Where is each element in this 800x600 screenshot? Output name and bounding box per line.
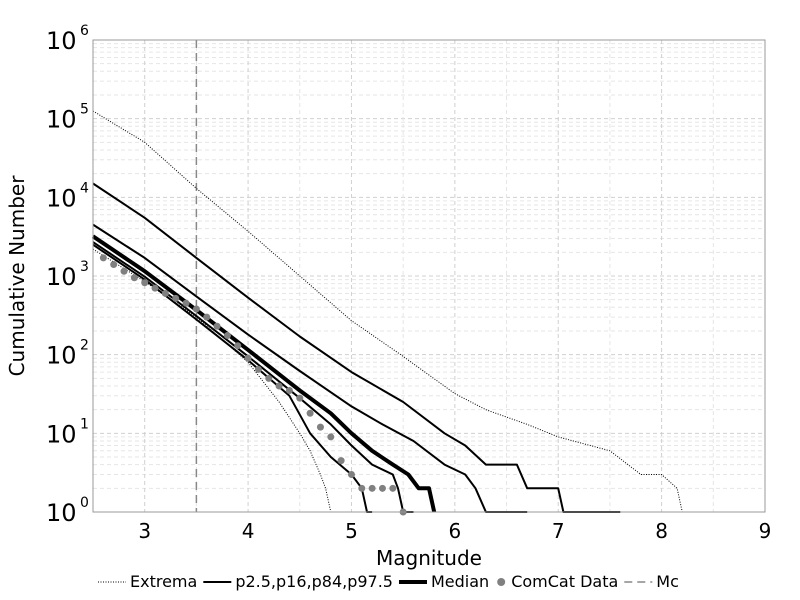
legend-item-marker: ComCat Data xyxy=(497,572,618,591)
comcat-point xyxy=(358,484,366,492)
legend-label: p2.5,p16,p84,p97.5 xyxy=(235,572,393,591)
y-tick-base: 10 xyxy=(46,499,77,527)
x-axis-label: Magnitude xyxy=(376,546,482,570)
series-line-p84 xyxy=(92,223,528,513)
comcat-point xyxy=(275,382,283,390)
comcat-point xyxy=(327,433,335,441)
x-tick-labels: 3 4 5 6 7 8 9 xyxy=(138,519,771,543)
series-line-p2.5 xyxy=(92,243,373,513)
legend-label: Median xyxy=(431,572,489,591)
comcat-point xyxy=(161,289,169,297)
legend-item-solid: p2.5,p16,p84,p97.5 xyxy=(203,572,393,591)
comcat-point xyxy=(244,354,252,362)
y-axis-label: Cumulative Number xyxy=(5,175,29,377)
comcat-point xyxy=(223,332,231,340)
series-line-extrema-upper xyxy=(92,110,683,513)
legend-marker xyxy=(497,578,506,586)
y-tick-exponent: 4 xyxy=(80,180,89,196)
y-tick-exponent: 5 xyxy=(80,102,89,118)
legend-label: ComCat Data xyxy=(511,572,618,591)
comcat-point xyxy=(120,267,128,275)
comcat-point xyxy=(151,284,159,292)
legend-item-dotted: Extrema xyxy=(98,572,197,591)
y-tick-base: 10 xyxy=(46,106,77,134)
x-tick-label: 3 xyxy=(138,519,151,543)
comcat-point xyxy=(192,305,200,313)
y-tick-base: 10 xyxy=(46,184,77,212)
comcat-point xyxy=(296,394,304,402)
legend-label: Mc xyxy=(656,572,679,591)
legend-item-bold: Median xyxy=(398,572,489,591)
comcat-point xyxy=(203,313,211,321)
x-tick-label: 5 xyxy=(345,519,358,543)
legend: Extrema p2.5,p16,p84,p97.5 Median ComCat Da… xyxy=(98,572,679,591)
comcat-point xyxy=(347,470,355,478)
comcat-point xyxy=(182,299,190,307)
comcat-point xyxy=(234,342,242,350)
legend-item-dashed: Mc xyxy=(624,572,679,591)
grid xyxy=(93,40,766,513)
y-tick-exponent: 3 xyxy=(80,259,89,275)
x-tick-label: 6 xyxy=(448,519,461,543)
y-tick-base: 10 xyxy=(46,263,77,291)
y-tick-exponent: 1 xyxy=(80,416,89,432)
comcat-markers xyxy=(99,254,407,516)
y-tick-exponent: 6 xyxy=(80,23,89,39)
comcat-point xyxy=(265,374,273,382)
comcat-point xyxy=(110,261,118,269)
y-tick-base: 10 xyxy=(46,27,77,55)
x-tick-label: 4 xyxy=(242,519,255,543)
x-tick-label: 8 xyxy=(655,519,668,543)
y-tick-exponent: 0 xyxy=(80,495,89,511)
comcat-point xyxy=(389,484,397,492)
comcat-point xyxy=(337,457,345,465)
legend-label: Extrema xyxy=(130,572,197,591)
x-tick-label: 9 xyxy=(759,519,772,543)
comcat-point xyxy=(378,484,386,492)
comcat-point xyxy=(316,423,324,431)
comcat-point xyxy=(285,387,293,395)
comcat-point xyxy=(306,409,314,417)
comcat-point xyxy=(254,365,262,373)
series-line-p16 xyxy=(92,241,414,513)
comcat-point xyxy=(141,279,149,287)
comcat-point xyxy=(99,254,107,262)
comcat-point xyxy=(368,484,376,492)
y-tick-exponent: 2 xyxy=(80,338,89,354)
comcat-point xyxy=(213,322,221,330)
x-tick-label: 7 xyxy=(552,519,565,543)
plot-frame xyxy=(92,39,766,513)
y-tick-base: 10 xyxy=(46,420,77,448)
series-layer xyxy=(91,110,683,513)
series-line-p97.5 xyxy=(92,182,621,513)
y-tick-base: 10 xyxy=(46,342,77,370)
comcat-point xyxy=(172,294,180,302)
comcat-point xyxy=(130,274,138,282)
